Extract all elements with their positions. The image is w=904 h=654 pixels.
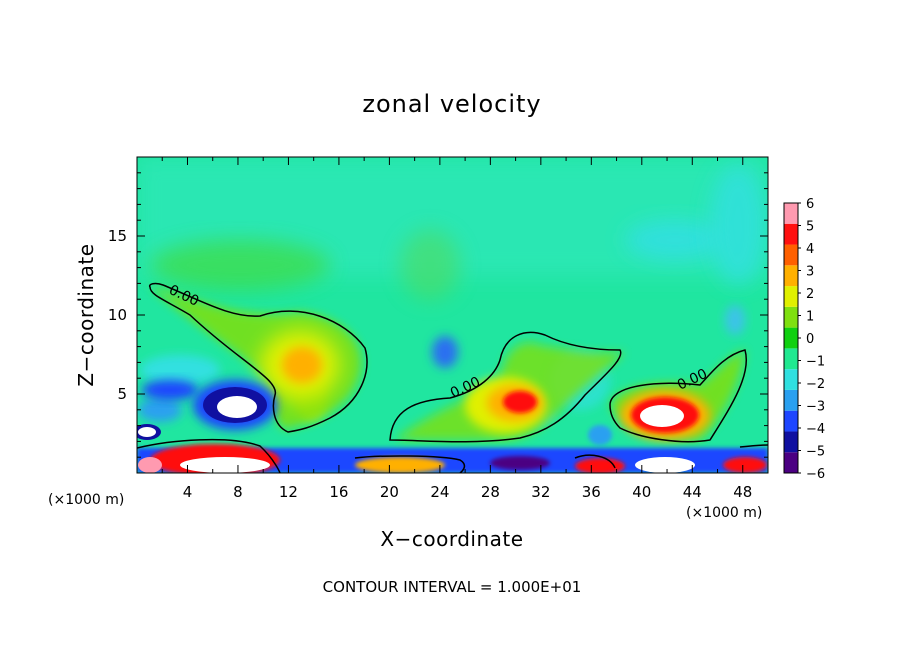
colorbar-swatch bbox=[784, 286, 798, 307]
colorbar-label: −1 bbox=[806, 355, 825, 370]
y-tick-label: 10 bbox=[108, 306, 127, 324]
colorbar-label: −6 bbox=[806, 467, 825, 482]
positive-core-x8 bbox=[217, 396, 257, 418]
colorbar-swatch bbox=[784, 244, 798, 266]
y-axis: 5 10 15 bbox=[108, 172, 768, 458]
colorbar-label: −5 bbox=[806, 445, 825, 460]
positive-core-x40 bbox=[640, 405, 684, 427]
colorbar-swatch bbox=[784, 223, 798, 245]
colorbar-label: −2 bbox=[806, 377, 825, 392]
x-tick-label: 24 bbox=[430, 483, 449, 501]
colorbar-label: 6 bbox=[806, 197, 814, 212]
colorbar-label: 5 bbox=[806, 220, 814, 235]
x-tick-label: 16 bbox=[329, 483, 348, 501]
colorbar: 6 5 4 3 2 1 0 −1 −2 −3 −4 −5 −6 bbox=[783, 197, 825, 482]
colorbar-swatch bbox=[784, 369, 798, 390]
x-axis-label: X−coordinate bbox=[380, 527, 523, 551]
colorbar-label: 2 bbox=[806, 287, 814, 302]
contour-interval-note: CONTOUR INTERVAL = 1.000E+01 bbox=[323, 578, 582, 596]
colorbar-swatch bbox=[784, 389, 798, 411]
x-tick-label: 4 bbox=[183, 483, 193, 501]
colorbar-label: −4 bbox=[806, 422, 825, 437]
positive-core-x30 bbox=[503, 391, 537, 413]
colorbar-swatch bbox=[784, 265, 798, 287]
colorbar-swatch bbox=[784, 452, 798, 473]
x-tick-label: 32 bbox=[531, 483, 550, 501]
colorbar-swatch bbox=[784, 431, 798, 453]
x-tick-label: 20 bbox=[380, 483, 399, 501]
y-tick-label: 15 bbox=[108, 227, 127, 245]
colorbar-swatch bbox=[784, 348, 798, 370]
y-unit-label: (×1000 m) bbox=[48, 492, 124, 508]
x-tick-label: 36 bbox=[582, 483, 601, 501]
colorbar-swatch bbox=[784, 203, 798, 224]
x-tick-label: 28 bbox=[481, 483, 500, 501]
colorbar-swatch bbox=[784, 306, 798, 328]
colorbar-swatch bbox=[784, 327, 798, 349]
x-tick-label: 12 bbox=[279, 483, 298, 501]
x-tick-label: 8 bbox=[233, 483, 243, 501]
plot-area: 0.00 0.00 0.00 bbox=[137, 157, 768, 473]
colorbar-label: −3 bbox=[806, 400, 825, 415]
x-tick-label: 44 bbox=[683, 483, 702, 501]
x-tick-label: 48 bbox=[733, 483, 752, 501]
chart-title: zonal velocity bbox=[362, 90, 541, 118]
y-tick-label: 5 bbox=[117, 385, 127, 403]
colorbar-swatch bbox=[784, 410, 798, 432]
colorbar-label: 1 bbox=[806, 310, 814, 325]
colorbar-label: 3 bbox=[806, 265, 814, 280]
y-axis-label: Z−coordinate bbox=[74, 243, 98, 386]
x-tick-label: 40 bbox=[632, 483, 651, 501]
colorbar-label: 0 bbox=[806, 332, 814, 347]
zero-contours bbox=[137, 282, 768, 473]
negative-core-x24 bbox=[432, 336, 458, 368]
x-axis: 4 8 12 16 20 24 28 32 36 40 44 48 bbox=[161, 157, 752, 501]
x-unit-label: (×1000 m) bbox=[686, 505, 762, 521]
colorbar-label: 4 bbox=[806, 242, 814, 257]
